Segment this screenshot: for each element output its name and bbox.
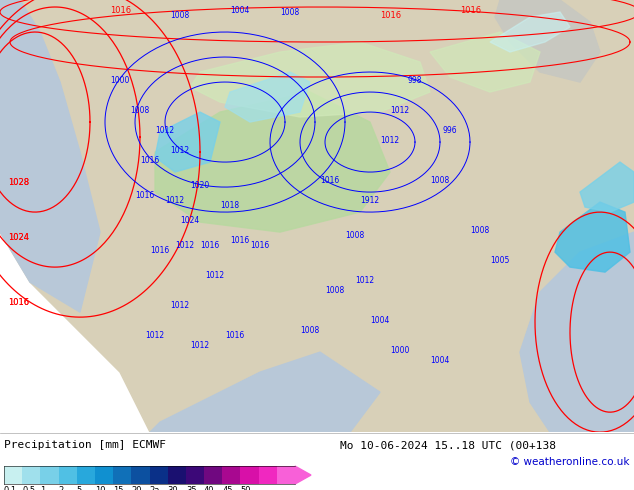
Text: 0.1: 0.1 <box>4 486 17 490</box>
Text: 1016: 1016 <box>250 241 269 249</box>
Text: 1012: 1012 <box>356 275 375 285</box>
Text: 1012: 1012 <box>205 270 224 280</box>
Bar <box>77 466 95 484</box>
Text: 1: 1 <box>41 486 46 490</box>
Text: 50: 50 <box>240 486 251 490</box>
Text: 1028: 1028 <box>8 177 29 187</box>
Text: 2: 2 <box>58 486 64 490</box>
Text: © weatheronline.co.uk: © weatheronline.co.uk <box>510 457 630 467</box>
Text: 1018: 1018 <box>221 200 240 210</box>
Text: 1016: 1016 <box>230 236 250 245</box>
Polygon shape <box>520 232 634 432</box>
Text: 1024: 1024 <box>8 233 29 242</box>
Polygon shape <box>555 202 630 272</box>
Text: 1020: 1020 <box>190 181 210 190</box>
Text: 1016: 1016 <box>460 5 481 15</box>
Text: 1012: 1012 <box>176 241 195 249</box>
Text: 1008: 1008 <box>346 231 365 240</box>
Text: 1016: 1016 <box>136 191 155 199</box>
Text: 1012: 1012 <box>171 146 190 154</box>
Text: 5: 5 <box>77 486 82 490</box>
Polygon shape <box>155 92 390 232</box>
Text: 998: 998 <box>408 75 422 85</box>
Polygon shape <box>190 42 430 117</box>
Bar <box>113 466 131 484</box>
Text: 35: 35 <box>186 486 197 490</box>
Bar <box>22 466 41 484</box>
Text: Precipitation [mm] ECMWF: Precipitation [mm] ECMWF <box>4 440 166 450</box>
Text: 0.5: 0.5 <box>22 486 36 490</box>
Text: 1008: 1008 <box>131 105 150 115</box>
Text: 1008: 1008 <box>301 326 320 335</box>
Bar <box>95 466 113 484</box>
Text: 1008: 1008 <box>430 175 450 185</box>
Bar <box>259 466 277 484</box>
Bar <box>4 466 22 484</box>
Text: 1016: 1016 <box>140 155 160 165</box>
Bar <box>167 466 186 484</box>
Text: 1008: 1008 <box>325 286 345 294</box>
Text: 1016: 1016 <box>8 297 29 307</box>
Bar <box>204 466 223 484</box>
Bar <box>131 466 150 484</box>
Text: 1012: 1012 <box>380 136 399 145</box>
Text: 1008: 1008 <box>280 7 300 17</box>
Bar <box>223 466 240 484</box>
Text: 1012: 1012 <box>155 125 174 135</box>
Bar <box>186 466 204 484</box>
Polygon shape <box>0 0 634 432</box>
Text: 1012: 1012 <box>145 331 165 340</box>
Polygon shape <box>430 32 540 92</box>
Text: 1016: 1016 <box>200 241 219 249</box>
Text: 1016: 1016 <box>320 175 340 185</box>
Text: 2a: 2a <box>150 486 160 490</box>
Text: 1012: 1012 <box>391 105 410 115</box>
Text: 1016: 1016 <box>225 331 245 340</box>
Text: 1005: 1005 <box>490 256 510 265</box>
Polygon shape <box>155 112 220 172</box>
Text: 1024: 1024 <box>8 233 29 242</box>
Text: 996: 996 <box>443 125 457 135</box>
Text: 1000: 1000 <box>391 345 410 355</box>
Text: 1004: 1004 <box>370 316 390 325</box>
Text: 1016: 1016 <box>8 297 29 307</box>
Polygon shape <box>580 162 634 212</box>
Text: 1012: 1012 <box>165 196 184 205</box>
Bar <box>277 466 295 484</box>
Text: 1000: 1000 <box>110 75 130 85</box>
Text: 30: 30 <box>167 486 178 490</box>
Text: 40: 40 <box>204 486 214 490</box>
Polygon shape <box>495 0 600 82</box>
Text: 1016: 1016 <box>110 5 131 15</box>
Text: 1012: 1012 <box>190 341 210 350</box>
Text: Mo 10-06-2024 15..18 UTC (00+138: Mo 10-06-2024 15..18 UTC (00+138 <box>340 440 556 450</box>
Polygon shape <box>295 466 311 484</box>
Polygon shape <box>225 72 310 122</box>
Text: 1016: 1016 <box>150 245 170 255</box>
Text: 1004: 1004 <box>230 5 250 15</box>
Text: 1012: 1012 <box>171 301 190 310</box>
Text: 1912: 1912 <box>361 196 380 205</box>
Bar <box>240 466 259 484</box>
Text: 10: 10 <box>95 486 105 490</box>
Polygon shape <box>0 0 100 312</box>
Text: 1024: 1024 <box>181 216 200 224</box>
Text: 1004: 1004 <box>430 356 450 365</box>
Text: 1016: 1016 <box>380 10 401 20</box>
Text: 1008: 1008 <box>171 10 190 20</box>
Bar <box>41 466 58 484</box>
Text: 15: 15 <box>113 486 124 490</box>
Polygon shape <box>150 352 380 432</box>
Bar <box>58 466 77 484</box>
Text: 1028: 1028 <box>8 177 29 187</box>
Text: 45: 45 <box>223 486 233 490</box>
Polygon shape <box>490 12 570 52</box>
Text: 1008: 1008 <box>470 225 489 235</box>
Text: 20: 20 <box>131 486 142 490</box>
Bar <box>150 466 167 484</box>
